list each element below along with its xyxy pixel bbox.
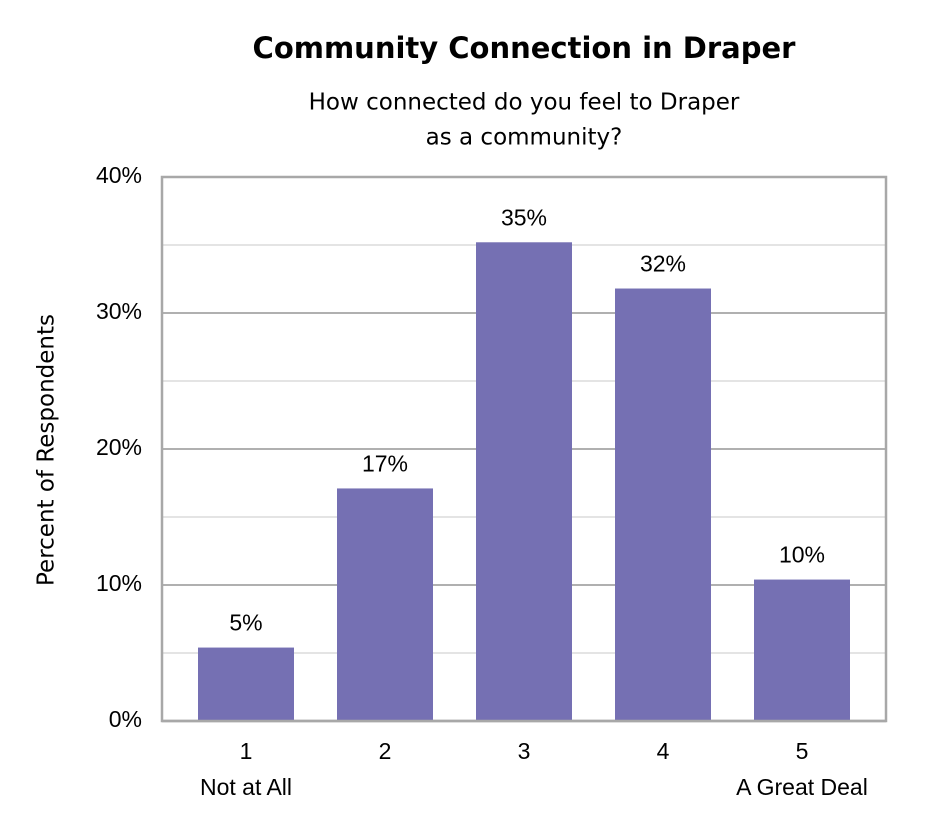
bar (198, 647, 294, 721)
y-tick-label: 10% (96, 570, 142, 596)
y-tick-label: 30% (96, 298, 142, 324)
chart-subtitle: as a community? (426, 125, 623, 151)
x-tick-label: 2 (379, 738, 392, 764)
value-label: 17% (362, 451, 408, 477)
x-tick-label: 1 (240, 738, 253, 764)
bar (337, 488, 433, 721)
y-tick-label: 20% (96, 434, 142, 460)
chart-subtitle: How connected do you feel to Draper (309, 90, 740, 116)
x-tick-label: 3 (518, 738, 531, 764)
value-label: 10% (779, 542, 825, 568)
y-tick-label: 0% (109, 706, 142, 732)
bar (476, 242, 572, 721)
value-label: 32% (640, 251, 686, 277)
x-tick-sublabel: A Great Deal (736, 774, 868, 800)
value-label: 5% (229, 610, 262, 636)
value-label: 35% (501, 204, 547, 230)
x-tick-label: 4 (657, 738, 670, 764)
x-tick-sublabel: Not at All (200, 774, 292, 800)
bar (754, 579, 850, 721)
bar (615, 288, 711, 721)
x-tick-label: 5 (796, 738, 809, 764)
y-tick-label: 40% (96, 162, 142, 188)
chart-title: Community Connection in Draper (253, 31, 797, 65)
y-axis-label: Percent of Respondents (34, 314, 60, 586)
